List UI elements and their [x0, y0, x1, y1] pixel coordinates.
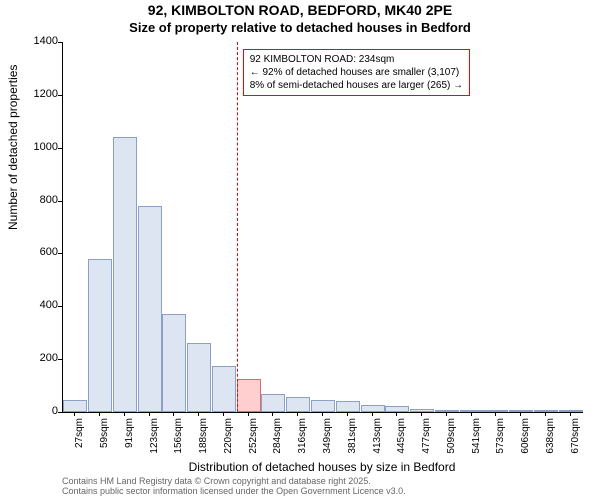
- xtick-label: 252sqm: [248, 418, 259, 463]
- xtick-mark: [520, 412, 521, 416]
- footer-line2: Contains public sector information licen…: [62, 487, 406, 497]
- ytick-label: 200: [18, 352, 58, 364]
- xtick-mark: [570, 412, 571, 416]
- ytick-mark: [58, 201, 62, 202]
- histogram-bar: [187, 343, 211, 412]
- xtick-mark: [545, 412, 546, 416]
- xtick-mark: [297, 412, 298, 416]
- xtick-label: 316sqm: [297, 418, 308, 463]
- plot-area: 92 KIMBOLTON ROAD: 234sqm ← 92% of detac…: [62, 42, 583, 413]
- xtick-label: 445sqm: [396, 418, 407, 463]
- ytick-mark: [58, 42, 62, 43]
- xtick-label: 606sqm: [520, 418, 531, 463]
- ytick-label: 800: [18, 194, 58, 206]
- xtick-label: 381sqm: [347, 418, 358, 463]
- ytick-mark: [58, 95, 62, 96]
- xtick-mark: [149, 412, 150, 416]
- ytick-mark: [58, 148, 62, 149]
- xtick-label: 349sqm: [322, 418, 333, 463]
- xtick-mark: [495, 412, 496, 416]
- xtick-mark: [74, 412, 75, 416]
- xtick-label: 477sqm: [421, 418, 432, 463]
- histogram-bar: [311, 400, 335, 412]
- xtick-label: 413sqm: [372, 418, 383, 463]
- ytick-mark: [58, 253, 62, 254]
- xtick-mark: [173, 412, 174, 416]
- xtick-label: 284sqm: [272, 418, 283, 463]
- histogram-bar: [534, 410, 558, 412]
- histogram-bar: [63, 400, 87, 412]
- xtick-label: 156sqm: [173, 418, 184, 463]
- ytick-label: 0: [18, 405, 58, 417]
- xtick-label: 509sqm: [446, 418, 457, 463]
- xtick-label: 123sqm: [149, 418, 160, 463]
- xtick-mark: [124, 412, 125, 416]
- histogram-bar: [336, 401, 360, 412]
- chart-container: 92, KIMBOLTON ROAD, BEDFORD, MK40 2PE Si…: [0, 0, 600, 500]
- annotation-line3: 8% of semi-detached houses are larger (2…: [250, 79, 463, 92]
- histogram-bar: [113, 137, 137, 412]
- xtick-mark: [223, 412, 224, 416]
- xtick-label: 59sqm: [99, 418, 110, 463]
- ytick-label: 1400: [18, 35, 58, 47]
- xtick-mark: [446, 412, 447, 416]
- xtick-mark: [421, 412, 422, 416]
- chart-title-main: 92, KIMBOLTON ROAD, BEDFORD, MK40 2PE: [0, 2, 600, 18]
- ytick-label: 400: [18, 299, 58, 311]
- ytick-mark: [58, 359, 62, 360]
- xtick-mark: [396, 412, 397, 416]
- xtick-mark: [471, 412, 472, 416]
- histogram-bar-highlight: [237, 379, 261, 412]
- histogram-bar: [162, 314, 186, 412]
- histogram-bar: [559, 410, 583, 412]
- chart-title-sub: Size of property relative to detached ho…: [0, 20, 600, 35]
- ytick-mark: [58, 412, 62, 413]
- xtick-label: 670sqm: [570, 418, 581, 463]
- histogram-bar: [361, 405, 385, 412]
- xtick-label: 638sqm: [545, 418, 556, 463]
- xtick-label: 220sqm: [223, 418, 234, 463]
- ytick-label: 1200: [18, 88, 58, 100]
- annotation-line2: ← 92% of detached houses are smaller (3,…: [250, 66, 463, 79]
- histogram-bar: [286, 397, 310, 412]
- xtick-label: 541sqm: [471, 418, 482, 463]
- annotation-box: 92 KIMBOLTON ROAD: 234sqm ← 92% of detac…: [243, 49, 470, 96]
- histogram-bar: [261, 394, 285, 413]
- xtick-mark: [99, 412, 100, 416]
- xtick-mark: [372, 412, 373, 416]
- histogram-bar: [88, 259, 112, 412]
- xtick-label: 188sqm: [198, 418, 209, 463]
- xtick-label: 91sqm: [124, 418, 135, 463]
- histogram-bar: [435, 410, 459, 412]
- ytick-mark: [58, 306, 62, 307]
- footer-attribution: Contains HM Land Registry data © Crown c…: [62, 477, 406, 497]
- xtick-label: 27sqm: [74, 418, 85, 463]
- xtick-label: 573sqm: [495, 418, 506, 463]
- ytick-label: 1000: [18, 141, 58, 153]
- annotation-line1: 92 KIMBOLTON ROAD: 234sqm: [250, 53, 463, 66]
- xtick-mark: [248, 412, 249, 416]
- xtick-mark: [322, 412, 323, 416]
- histogram-bar: [138, 206, 162, 412]
- xtick-mark: [198, 412, 199, 416]
- xtick-mark: [272, 412, 273, 416]
- xtick-mark: [347, 412, 348, 416]
- marker-line: [237, 42, 238, 412]
- ytick-label: 600: [18, 246, 58, 258]
- histogram-bar: [212, 366, 236, 412]
